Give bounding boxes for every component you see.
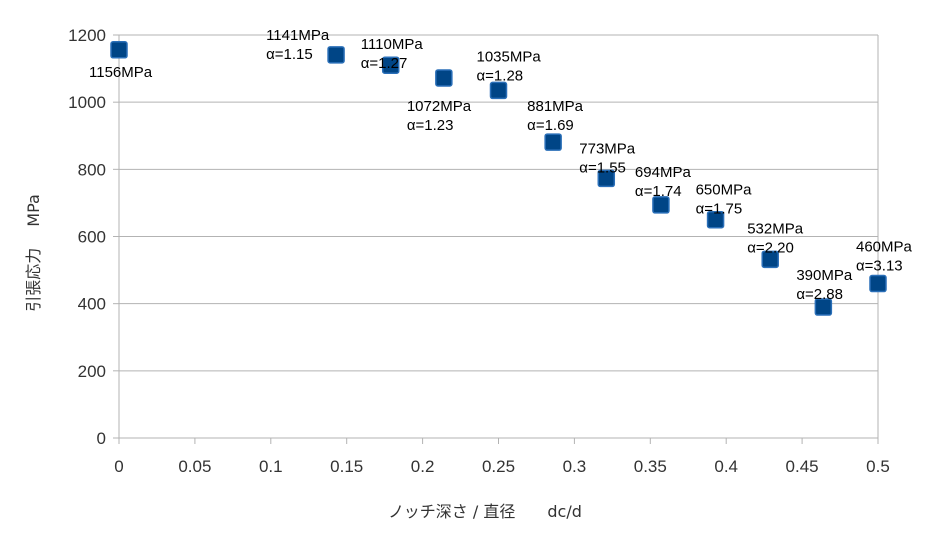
y-tick-label: 800 <box>78 160 106 179</box>
data-label-alpha: α=1.69 <box>527 117 574 134</box>
x-tick-label: 0.4 <box>714 457 738 476</box>
data-point <box>706 210 725 229</box>
data-label-alpha: α=1.75 <box>696 201 743 218</box>
data-point <box>110 41 128 59</box>
axes <box>113 34 879 444</box>
y-axis-title: 引張応力 MPa <box>24 194 43 312</box>
data-point <box>544 133 562 151</box>
data-label-alpha: α=1.15 <box>266 46 313 63</box>
x-tick-label: 0.25 <box>482 457 515 476</box>
tick-labels: 0 200 400 600 800 1000 1200 0 0.05 0.1 0.15 0.2 0.25… <box>68 26 890 476</box>
x-tick-label: 0.5 <box>866 457 890 476</box>
data-label-alpha: α=1.55 <box>579 159 626 176</box>
data-label-stress: 650MPa <box>696 182 753 199</box>
data-label-stress: 390MPa <box>796 267 853 284</box>
data-label-stress: 1072MPa <box>407 98 472 115</box>
x-tick-label: 0.1 <box>259 457 283 476</box>
x-tick-label: 0 <box>114 457 123 476</box>
x-tick-label: 0.2 <box>411 457 435 476</box>
data-label-stress: 1035MPa <box>477 48 542 65</box>
y-tick-label: 1000 <box>68 93 106 112</box>
data-label-alpha: α=3.13 <box>856 258 903 275</box>
data-point <box>489 81 508 100</box>
data-label-stress: 532MPa <box>747 220 804 237</box>
gridlines <box>119 34 878 439</box>
x-tick-label: 0.35 <box>634 457 667 476</box>
data-label-alpha: α=2.88 <box>796 286 843 303</box>
data-point <box>381 56 400 74</box>
data-label-alpha: α=2.20 <box>747 239 794 256</box>
y-tick-label: 600 <box>78 228 106 247</box>
y-tick-label: 1200 <box>68 26 106 45</box>
y-tick-label: 400 <box>78 295 106 314</box>
y-tick-label: 0 <box>97 429 106 448</box>
x-tick-label: 0.45 <box>786 457 819 476</box>
data-labels: 1156MPa 1141MPa α=1.15 1110MPa α=1.27 1072MPa… <box>89 27 913 303</box>
x-tick-label: 0.15 <box>330 457 363 476</box>
data-label-alpha: α=1.27 <box>361 55 408 72</box>
data-point <box>814 298 833 316</box>
data-label-stress: 1156MPa <box>89 64 153 81</box>
data-point <box>869 274 887 293</box>
data-label-stress: 1110MPa <box>361 36 424 53</box>
data-label-alpha: α=1.28 <box>477 67 524 84</box>
data-label-stress: 881MPa <box>527 98 584 115</box>
y-tick-label: 200 <box>78 362 106 381</box>
data-label-alpha: α=1.23 <box>407 117 454 134</box>
x-axis-title: ノッチ深さ / 直径 dc/d <box>388 502 582 521</box>
data-point <box>761 250 779 269</box>
data-point <box>652 196 670 214</box>
data-point <box>597 169 616 188</box>
data-label-stress: 1141MPa <box>266 27 330 44</box>
data-point <box>435 69 453 87</box>
data-points <box>110 41 887 316</box>
data-label-stress: 694MPa <box>635 164 692 181</box>
data-label-alpha: α=1.74 <box>635 183 682 200</box>
x-tick-label: 0.05 <box>178 457 211 476</box>
data-point <box>327 46 345 64</box>
data-label-stress: 460MPa <box>856 239 913 256</box>
x-tick-label: 0.3 <box>563 457 587 476</box>
data-label-stress: 773MPa <box>579 140 636 157</box>
